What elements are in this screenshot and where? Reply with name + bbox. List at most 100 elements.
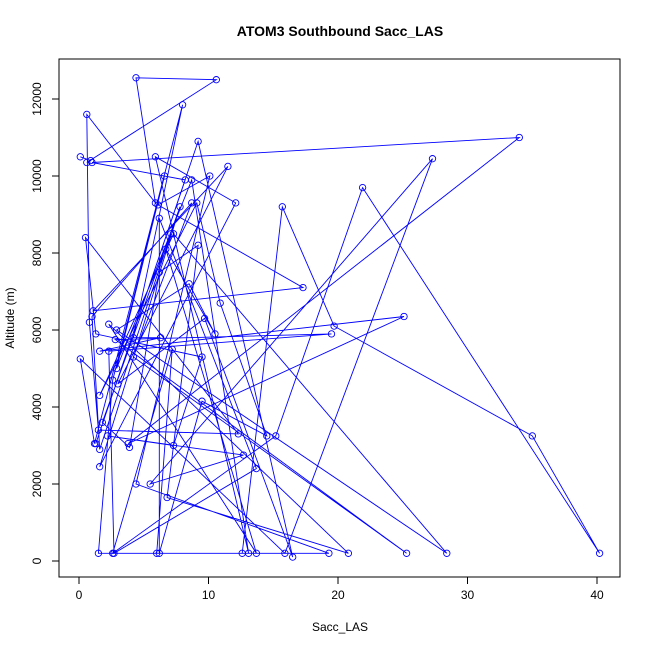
data-point [88,158,96,167]
data-point [96,445,104,454]
data-point [595,549,604,557]
data-point [125,443,134,452]
y-tick-label: 12000 [30,82,44,116]
data-point [111,335,119,344]
data-point [151,153,160,161]
data-point [155,214,163,222]
data-point [129,353,138,361]
data-point [85,318,94,326]
data-point [272,432,280,440]
data-point [96,391,104,400]
y-tick-label: 6000 [30,316,44,343]
data-point [211,330,219,338]
data-point [112,364,121,373]
data-point [330,322,338,330]
data-point [94,549,103,557]
data-point [155,268,163,276]
data-point [96,347,104,355]
data-point [169,230,178,238]
x-tick-label: 0 [76,588,83,602]
data-point [88,312,96,321]
data-point [244,549,253,557]
data-point [76,153,84,161]
series-line [79,77,600,558]
data-point [83,158,91,167]
data-point [239,451,248,459]
data-point [96,463,104,471]
data-point [206,172,214,180]
data-point [146,480,154,488]
y-tick-label: 10000 [30,159,44,193]
data-point [289,553,297,561]
y-tick-label: 4000 [30,393,44,420]
y-axis-label: Altitude (m) [3,287,17,348]
data-point [344,549,353,557]
data-point [129,334,138,342]
data-point [163,493,171,502]
data-point [234,430,242,438]
data-point [154,201,162,209]
y-tick-label: 0 [30,557,44,564]
data-point [132,480,140,488]
data-point [358,183,367,192]
data-point [216,299,224,307]
data-point [114,380,122,388]
data-point [178,101,187,109]
data-point [103,432,112,440]
data-point [193,199,201,207]
data-point [155,549,163,557]
data-point [105,347,113,355]
data-point [325,549,333,557]
data-point [124,439,132,448]
data-point [83,110,91,119]
data-point [402,549,411,557]
y-tick-label: 2000 [30,470,44,497]
y-tick-label: 8000 [30,239,44,266]
x-axis-label: Sacc_LAS [312,620,368,634]
data-point [76,355,84,363]
data-point [252,549,261,557]
data-point [188,176,196,184]
data-point [212,76,220,84]
data-point [194,241,202,249]
data-point [443,549,451,557]
data-point [224,162,232,171]
data-point [105,320,113,328]
data-point [87,156,95,165]
data-point [299,283,307,292]
data-point [194,137,202,146]
data-point [112,326,121,334]
data-point [160,172,169,180]
data-point [198,397,206,405]
data-point [92,439,100,448]
data-point [110,549,118,557]
data-point [92,330,100,338]
data-point [176,203,184,211]
x-tick-label: 40 [590,588,604,602]
data-point [98,418,106,427]
data-point [156,334,165,342]
data-point [153,549,161,557]
axes-layer: 0 10 20 30 40 0 2000 4000 6000 8000 10000 12000 [30,82,604,602]
series-layer [76,74,604,561]
data-point [200,314,209,323]
data-point [278,203,286,211]
data-point [188,199,196,207]
data-point [94,426,103,434]
data-point [400,312,408,321]
x-tick-label: 20 [331,588,345,602]
data-point [281,549,289,557]
data-point [109,376,117,384]
x-tick-label: 30 [461,588,475,602]
x-tick-label: 10 [202,588,216,602]
data-point [428,155,437,163]
data-point [252,464,261,473]
data-point [89,307,97,315]
data-point [168,345,176,353]
data-point [232,199,240,207]
data-point [185,280,193,288]
data-point [263,432,271,440]
chart-title: ATOM3 Southbound Sacc_LAS [237,23,443,39]
